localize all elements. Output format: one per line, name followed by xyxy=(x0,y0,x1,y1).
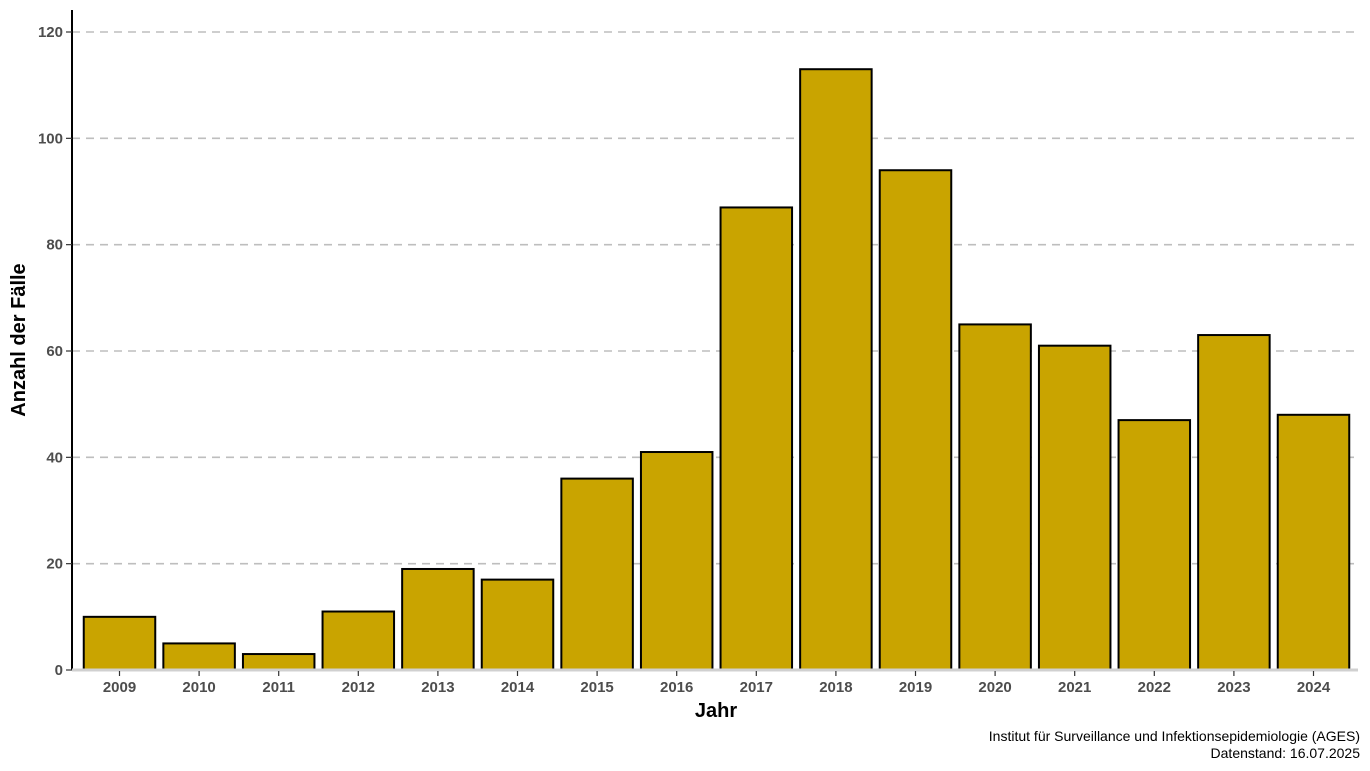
x-tick-label: 2022 xyxy=(1138,679,1171,696)
bar-2014 xyxy=(480,578,555,671)
bars xyxy=(82,68,1351,672)
source-caption: Institut für Surveillance und Infektions… xyxy=(989,728,1360,744)
x-tick-label: 2017 xyxy=(740,679,773,696)
y-tick-label: 20 xyxy=(46,556,63,573)
x-tick-label: 2018 xyxy=(819,679,852,696)
bar-2012 xyxy=(321,610,396,671)
y-tick-label: 60 xyxy=(46,343,63,360)
y-tick-label: 80 xyxy=(46,237,63,254)
y-tick-label: 120 xyxy=(38,24,63,41)
bar-2019 xyxy=(878,169,953,671)
x-tick-label: 2016 xyxy=(660,679,693,696)
x-tick-label: 2019 xyxy=(899,679,932,696)
x-tick-label: 2012 xyxy=(342,679,375,696)
bar-2013 xyxy=(401,567,475,672)
y-tick-label: 0 xyxy=(55,662,63,679)
bar-2020 xyxy=(958,323,1032,671)
x-tick-label: 2010 xyxy=(182,679,215,696)
bar-2011 xyxy=(241,653,316,671)
y-tick-label: 100 xyxy=(38,130,63,147)
x-tick-label: 2024 xyxy=(1297,679,1331,696)
x-axis-title: Jahr xyxy=(695,700,737,722)
y-tick-label: 40 xyxy=(46,449,63,466)
y-tick-labels: 0 20 40 60 80 100 120 xyxy=(38,24,72,679)
x-tick-label: 2011 xyxy=(262,679,295,696)
bar-2016 xyxy=(639,451,714,671)
x-tick-label: 2009 xyxy=(103,679,136,696)
bar-2023 xyxy=(1197,334,1271,671)
data-date-caption: Datenstand: 16.07.2025 xyxy=(1211,745,1361,761)
x-tick-label: 2013 xyxy=(421,679,454,696)
x-tick-labels: 2009 2010 2011 2012 2013 2014 2015 2016 2017 2018… xyxy=(103,671,1331,696)
x-tick-label: 2021 xyxy=(1058,679,1091,696)
bar-2018 xyxy=(799,68,873,671)
x-tick-label: 2020 xyxy=(978,679,1011,696)
y-axis-title: Anzahl der Fälle xyxy=(8,263,30,416)
bar-2022 xyxy=(1117,419,1192,671)
bar-2010 xyxy=(162,642,236,672)
bar-2017 xyxy=(719,206,794,671)
bar-2015 xyxy=(560,477,634,671)
x-tick-label: 2014 xyxy=(501,679,535,696)
bar-2024 xyxy=(1276,413,1351,671)
x-tick-label: 2015 xyxy=(580,679,613,696)
bar-2009 xyxy=(82,615,157,671)
x-tick-label: 2023 xyxy=(1217,679,1250,696)
bar-2021 xyxy=(1037,344,1112,671)
